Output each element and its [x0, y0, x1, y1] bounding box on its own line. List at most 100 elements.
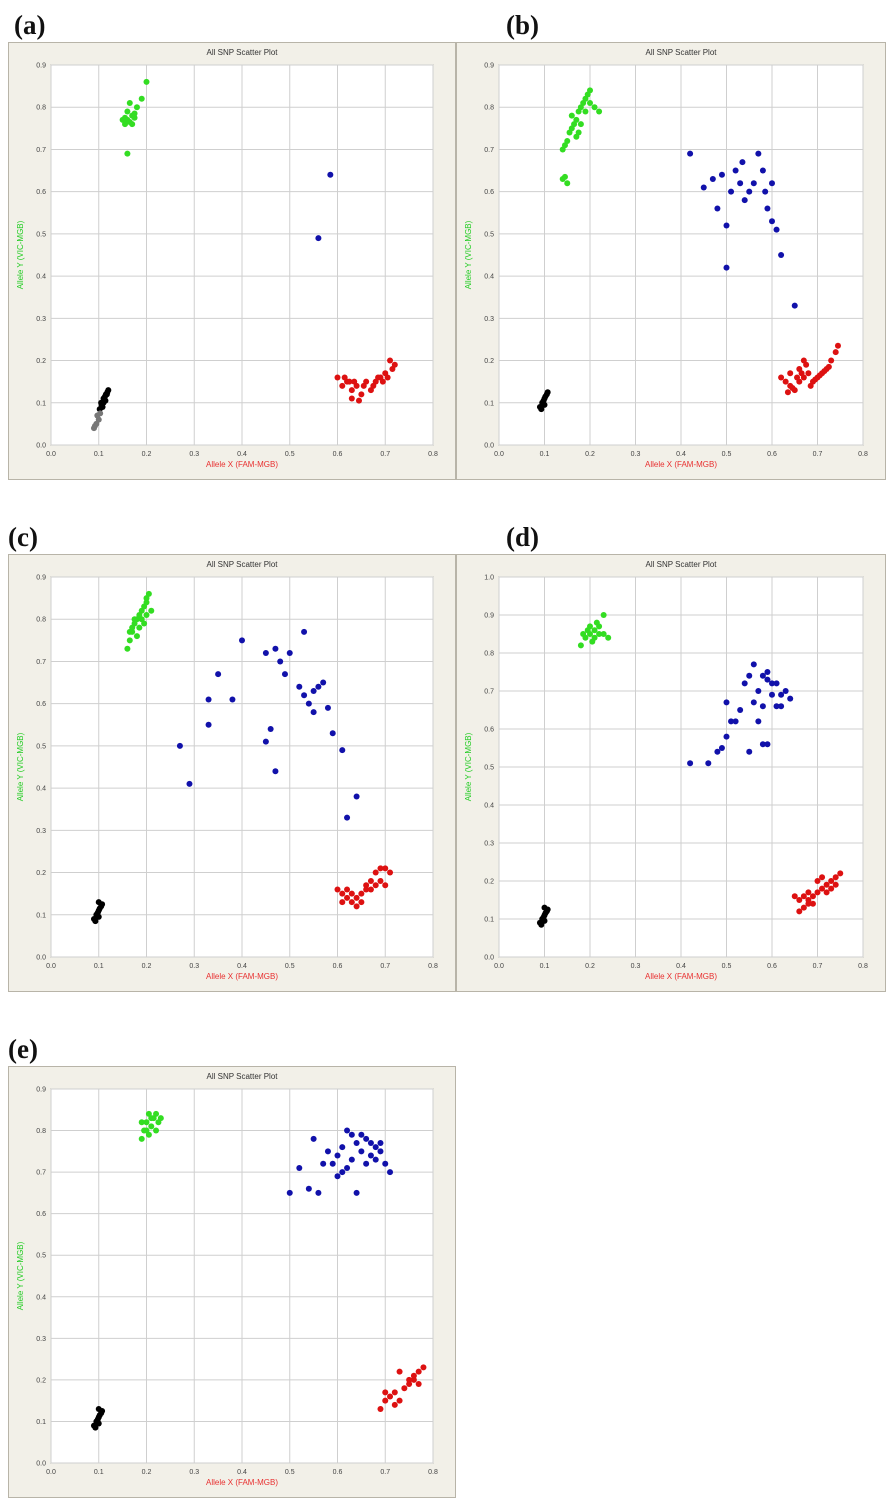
y-tick-label: 0.1: [36, 1419, 46, 1426]
scatter-chart-c: All SNP Scatter Plot 0.0 0.1 0.2 0.3 0.4 0.5 0.…: [8, 554, 456, 992]
panel-label-c: (c): [8, 522, 38, 552]
y-tick-label: 0.9: [36, 63, 46, 70]
y-tick-label: 0.2: [36, 1377, 46, 1384]
y-tick-label: 0.2: [36, 870, 46, 877]
data-point: [773, 680, 780, 687]
data-point: [600, 631, 607, 637]
data-point: [339, 890, 346, 897]
data-point: [372, 1144, 379, 1151]
x-tick-label: 0.7: [813, 963, 823, 970]
data-point: [145, 1131, 152, 1138]
data-point: [823, 881, 830, 888]
data-point: [600, 612, 607, 618]
x-tick-label: 0.3: [631, 963, 641, 970]
data-point: [778, 703, 785, 710]
chart-title: All SNP Scatter Plot: [207, 1072, 279, 1081]
data-point: [344, 886, 351, 893]
data-point: [379, 378, 386, 385]
data-point: [755, 150, 762, 157]
data-point: [320, 1160, 327, 1167]
data-point: [741, 197, 748, 204]
data-point: [384, 374, 391, 381]
data-point: [153, 1110, 160, 1117]
scatter-chart-a: All SNP Scatter Plot 0.0 0.1 0.2 0.3 0.4 0.5 0.…: [8, 42, 456, 480]
data-point: [136, 624, 143, 631]
data-point: [124, 150, 131, 157]
data-point: [814, 889, 821, 896]
x-tick-label: 0.2: [585, 963, 595, 970]
data-point: [310, 709, 317, 716]
data-point: [809, 900, 816, 907]
x-axis-label: Allele X (FAM-MGB): [206, 1478, 278, 1487]
data-point: [396, 1368, 403, 1375]
y-tick-label: 0.5: [484, 765, 494, 772]
data-point: [138, 1119, 145, 1126]
y-tick-label: 0.6: [36, 1211, 46, 1218]
data-point: [832, 881, 839, 888]
data-point: [344, 1164, 351, 1171]
series-0: [119, 78, 150, 157]
data-point: [819, 885, 826, 892]
x-tick-label: 0.0: [46, 451, 56, 458]
data-point: [91, 423, 98, 429]
data-point: [205, 721, 212, 728]
scatter-svg-a: All SNP Scatter Plot 0.0 0.1 0.2 0.3 0.4 0.5 0.…: [16, 48, 438, 469]
data-point: [805, 370, 812, 377]
data-point: [363, 886, 370, 893]
data-point: [353, 894, 360, 901]
data-point: [310, 1135, 317, 1142]
y-tick-label: 0.5: [36, 231, 46, 238]
data-point: [372, 869, 379, 876]
data-point: [778, 374, 785, 381]
data-point: [837, 870, 844, 877]
data-point: [755, 718, 762, 725]
data-point: [750, 180, 757, 187]
data-point: [591, 104, 598, 111]
x-tick-label: 0.1: [94, 963, 104, 970]
scatter-chart-e: All SNP Scatter Plot 0.0 0.1 0.2 0.3 0.4 0.5 0.…: [8, 1066, 456, 1498]
data-point: [102, 397, 109, 404]
y-axis-label: Allele Y (VIC-MGB): [16, 220, 25, 289]
data-point: [778, 252, 785, 258]
y-tick-label: 0.6: [36, 189, 46, 196]
y-tick-label: 0.1: [36, 400, 46, 407]
series-0: [124, 590, 155, 652]
data-point: [787, 370, 794, 377]
data-point: [355, 397, 362, 404]
data-point: [737, 707, 744, 713]
data-point: [718, 171, 725, 178]
data-point: [367, 1152, 374, 1159]
x-tick-label: 0.6: [333, 1469, 343, 1476]
data-point: [97, 410, 104, 417]
data-point: [348, 1131, 355, 1138]
y-tick-label: 0.7: [36, 1170, 46, 1177]
x-tick-label: 0.8: [428, 451, 438, 458]
panel-label-b: (b): [506, 10, 539, 40]
data-point: [584, 91, 591, 98]
data-point: [396, 1397, 403, 1404]
data-point: [98, 401, 105, 408]
data-point: [791, 302, 798, 309]
y-tick-label: 0.7: [36, 659, 46, 666]
data-point: [732, 718, 739, 725]
y-tick-label: 0.6: [484, 189, 494, 196]
data-point: [828, 357, 835, 364]
series-0: [559, 87, 603, 187]
y-tick-label: 0.8: [484, 651, 494, 658]
series-2: [334, 865, 394, 910]
x-tick-label: 0.4: [676, 451, 686, 458]
data-point: [746, 748, 753, 755]
data-point: [122, 121, 129, 128]
data-point: [93, 1418, 100, 1425]
x-tick-label: 0.3: [189, 963, 199, 970]
y-tick-label: 0.3: [36, 316, 46, 323]
y-tick-label: 0.0: [484, 443, 494, 450]
data-point: [286, 1189, 293, 1196]
data-point: [92, 918, 99, 925]
data-point: [377, 1148, 384, 1155]
data-point: [577, 121, 584, 128]
series-4: [90, 410, 104, 432]
data-point: [310, 688, 317, 694]
data-point: [133, 633, 140, 640]
data-point: [370, 382, 377, 389]
